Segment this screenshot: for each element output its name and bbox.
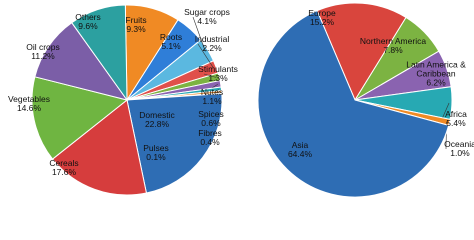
slice-name: Roots bbox=[159, 32, 183, 42]
slice-label: Stimulants 1.3% bbox=[198, 65, 238, 83]
slice-label: Others 9.6% bbox=[75, 13, 101, 31]
slice-label: Fibres 0.4% bbox=[198, 129, 222, 147]
slice-label: Oceania 1.0% bbox=[444, 140, 474, 158]
slice-value: 14.6% bbox=[16, 103, 42, 113]
slice-value: 4.1% bbox=[197, 16, 217, 26]
charts bbox=[31, 2, 453, 198]
slice-name: Oceania bbox=[444, 139, 474, 149]
slice-value: 11.2% bbox=[31, 51, 55, 61]
pie-slice bbox=[316, 2, 407, 102]
slice-label: Roots 5.1% bbox=[160, 33, 182, 51]
slice-label: Pulses 0.1% bbox=[143, 144, 169, 162]
slice-name: Cereals bbox=[49, 158, 79, 168]
slice-value: 9.6% bbox=[78, 21, 98, 31]
slice-value: 9.3% bbox=[126, 24, 146, 34]
slice-name: Vegetables bbox=[7, 94, 51, 104]
slice-label: Africa 5.4% bbox=[445, 110, 467, 128]
slice-label: Asia 64.4% bbox=[288, 141, 312, 159]
pie-slice bbox=[126, 93, 223, 194]
slice-name: Fruits bbox=[125, 15, 147, 25]
pie-slice bbox=[51, 99, 148, 196]
pie-slice bbox=[71, 4, 128, 102]
slice-name: Industrial bbox=[194, 34, 230, 44]
slice-name: Fibres bbox=[198, 128, 222, 138]
slice-name: Stimulants bbox=[198, 64, 238, 74]
slice-label: Europe 15.2% bbox=[308, 9, 335, 27]
slice-name: Latin America & Caribbean bbox=[406, 59, 466, 79]
slice-label: Nutes 1.1% bbox=[201, 88, 223, 106]
slice-name: Nutes bbox=[200, 87, 224, 97]
slice-value: 1.1% bbox=[202, 96, 222, 106]
slice-name: Domestic bbox=[139, 110, 175, 120]
leader-line bbox=[203, 73, 217, 78]
slice-value: 1.0% bbox=[450, 148, 470, 158]
leader-line bbox=[441, 102, 450, 120]
slice-value: 0.6% bbox=[201, 118, 221, 128]
slice-value: 7.8% bbox=[383, 45, 403, 55]
pie-slice bbox=[34, 22, 129, 101]
slice-name: Northern America bbox=[359, 36, 427, 46]
slice-value: 5.4% bbox=[446, 118, 466, 128]
slice-value: 64.4% bbox=[287, 149, 313, 159]
slice-value: 6.2% bbox=[426, 77, 446, 88]
slice-value: 17.6% bbox=[51, 167, 77, 177]
slice-value: 2.2% bbox=[202, 43, 222, 53]
slice-name: Pulses bbox=[143, 143, 169, 153]
slice-label: Vegetables 14.6% bbox=[8, 95, 50, 113]
slice-label: Sugar crops 4.1% bbox=[184, 8, 230, 26]
slice-name: Europe bbox=[308, 8, 336, 18]
slice-name: Sugar crops bbox=[184, 7, 230, 17]
pie-slice bbox=[257, 10, 450, 198]
slice-label: Cereals 17.6% bbox=[49, 159, 78, 177]
slice-value: 22.8% bbox=[144, 119, 170, 129]
slice-value: 1.3% bbox=[208, 73, 228, 83]
slice-label: Northern America 7.8% bbox=[358, 37, 428, 55]
slice-label: Oil crops 11.2% bbox=[26, 43, 60, 61]
slice-value: 0.4% bbox=[200, 137, 220, 147]
leader-line bbox=[192, 16, 206, 52]
slice-name: Africa bbox=[445, 109, 467, 119]
slice-label: Domestic 22.8% bbox=[139, 111, 174, 129]
slice-name: Asia bbox=[291, 140, 309, 150]
slice-label: Fruits 9.3% bbox=[125, 16, 146, 34]
leader-line bbox=[197, 43, 214, 68]
slice-value: 15.2% bbox=[309, 17, 335, 27]
slice-value: 0.1% bbox=[146, 152, 166, 162]
slice-label: Industrial 2.2% bbox=[195, 35, 230, 53]
slice-label: Spices 0.6% bbox=[198, 110, 224, 128]
slice-name: Others bbox=[75, 12, 101, 22]
slice-name: Spices bbox=[198, 109, 224, 119]
pie-slice bbox=[31, 76, 129, 160]
slice-name: Oil crops bbox=[26, 42, 60, 52]
page: Fruits 9.3% Roots 5.1% Sugar crops 4.1% Indust… bbox=[8, 2, 474, 198]
slice-label: Latin America & Caribbean 6.2% bbox=[401, 59, 471, 88]
slice-value: 5.1% bbox=[161, 41, 181, 51]
